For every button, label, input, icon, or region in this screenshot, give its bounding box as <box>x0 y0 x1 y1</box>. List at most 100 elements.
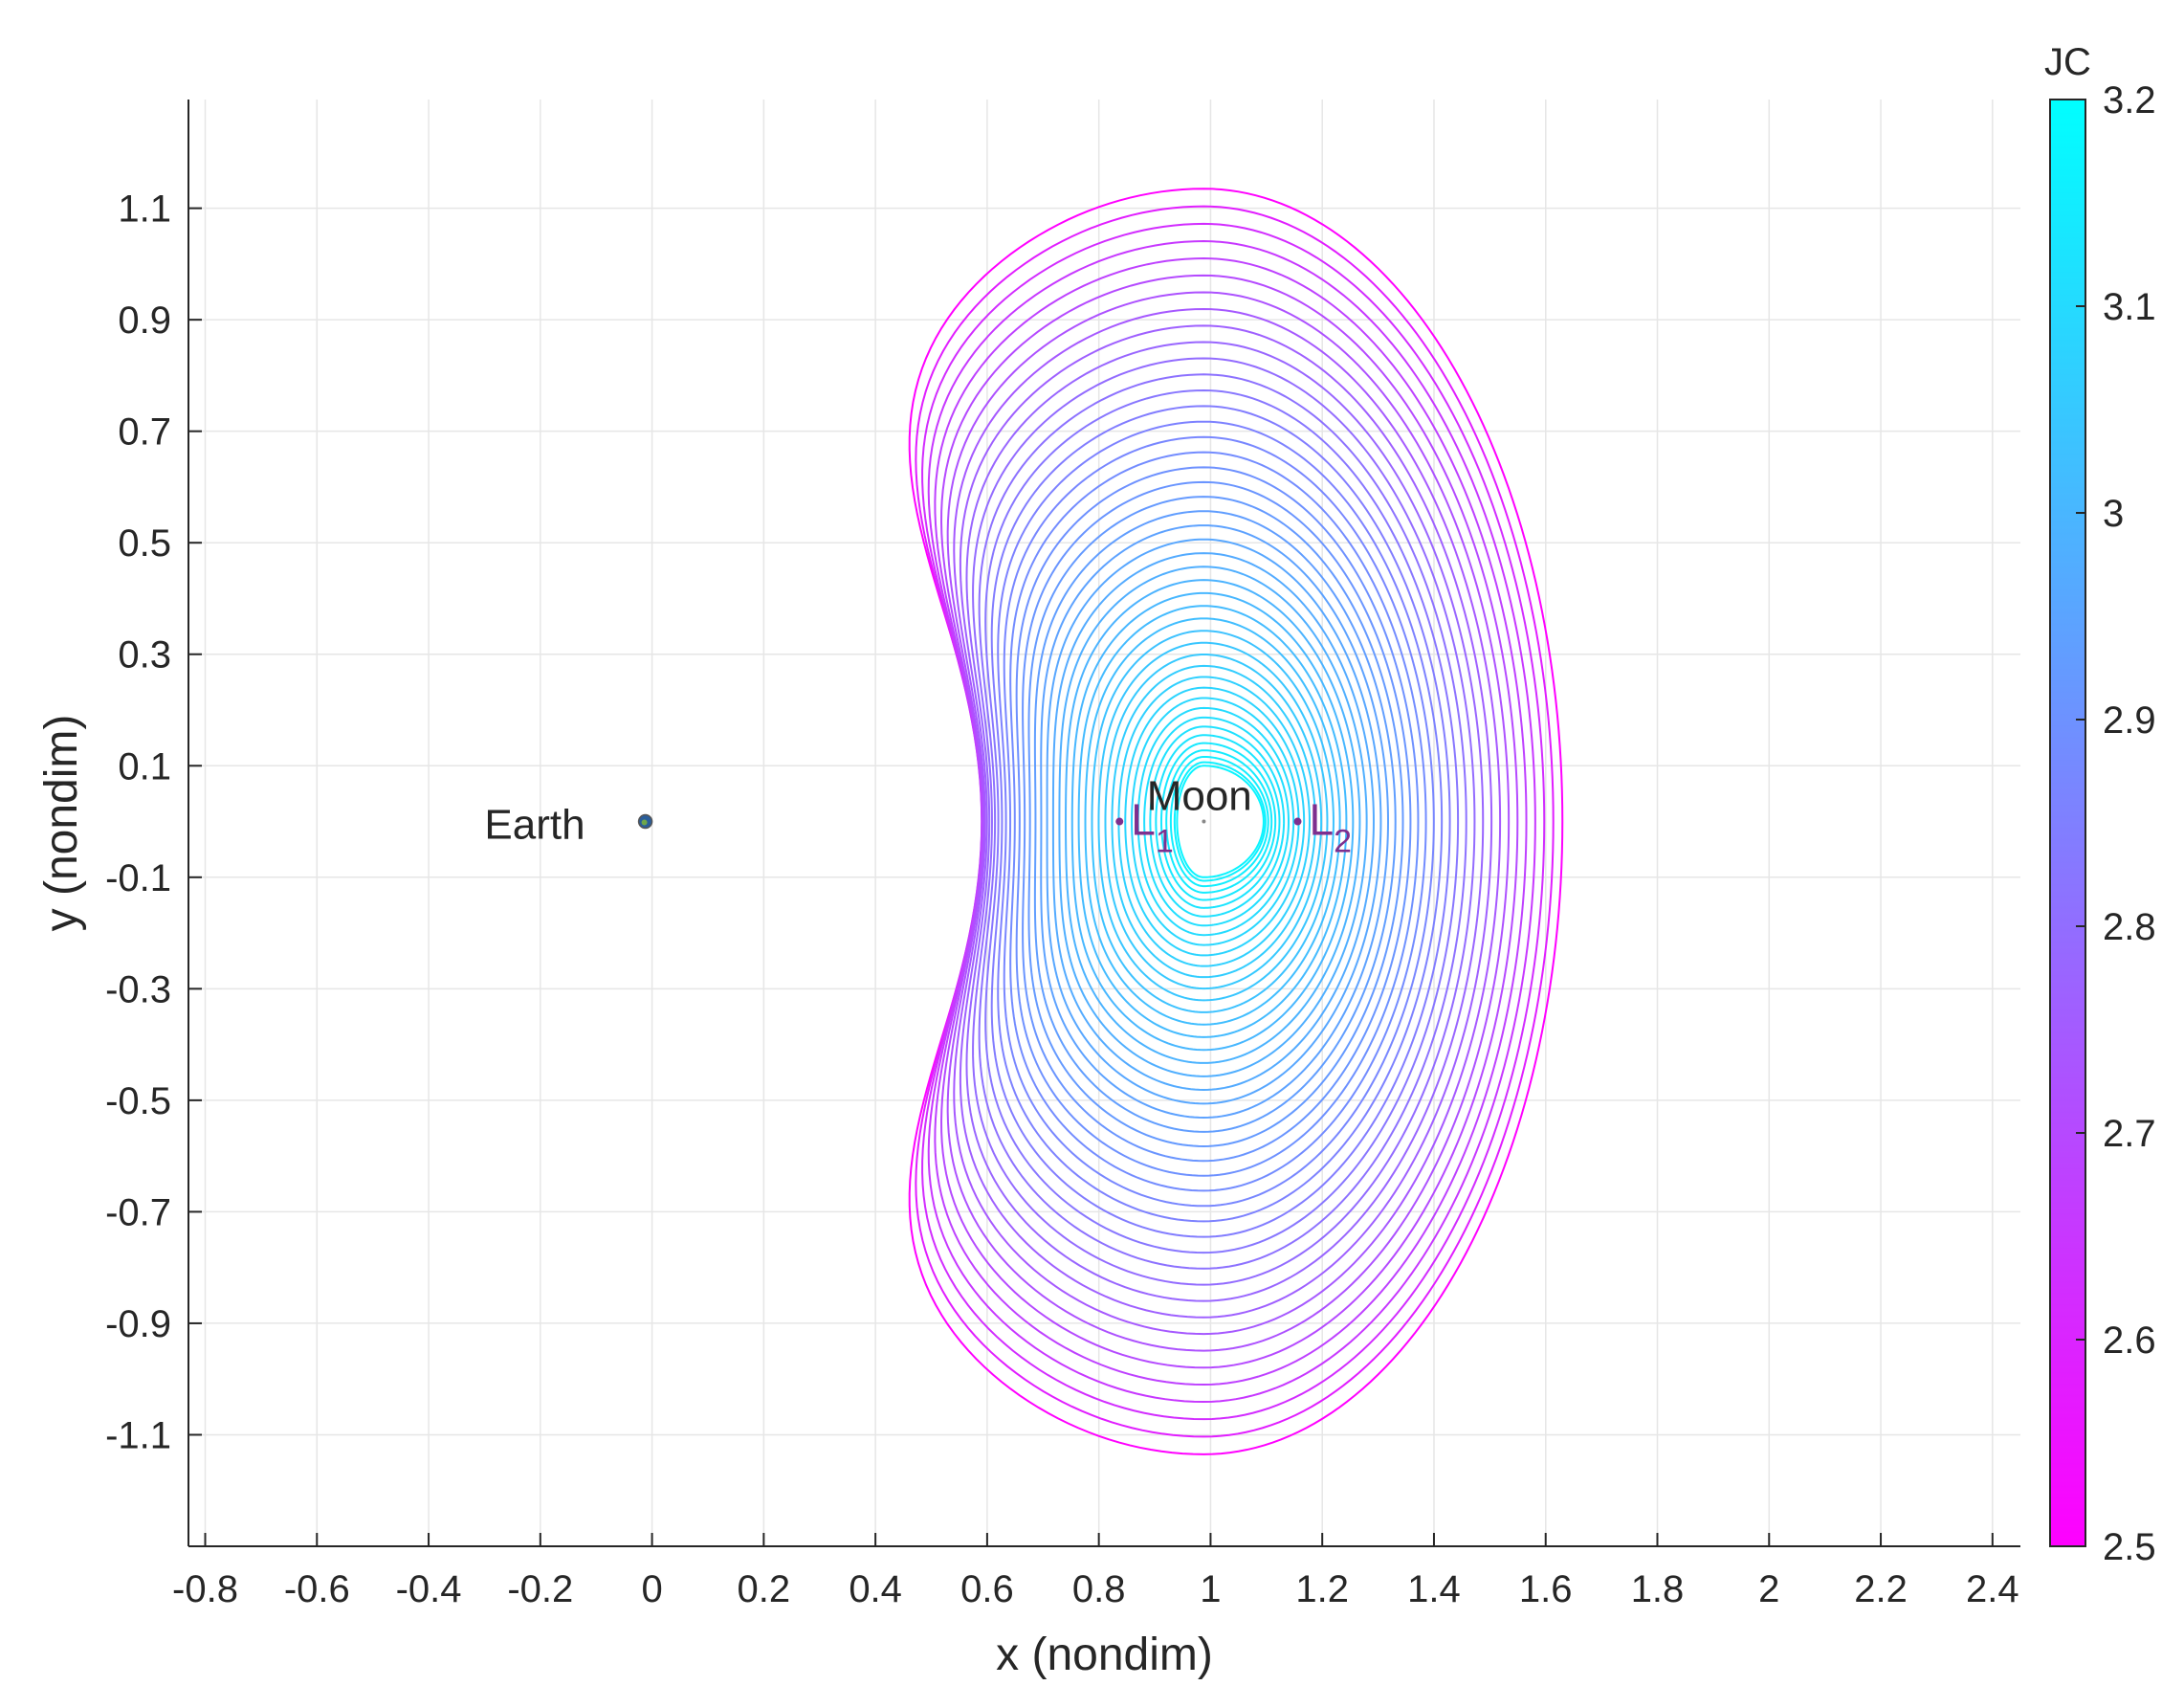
x-tick-label: 1 <box>1200 1568 1221 1610</box>
contour-line <box>1084 617 1341 1026</box>
x-tick-label: 0.8 <box>1072 1568 1126 1610</box>
y-axis-label: y (nondim) <box>36 715 87 932</box>
moon-icon <box>1202 819 1206 824</box>
moon-label: Moon <box>1147 772 1252 819</box>
colorbar-tick-label: 3.2 <box>2103 79 2156 122</box>
x-tick-label: 0.6 <box>960 1568 1014 1610</box>
contour-line <box>953 308 1502 1336</box>
y-tick-label: 1.1 <box>118 189 171 231</box>
contour-line <box>990 405 1451 1238</box>
x-tick-label: 0 <box>641 1568 662 1610</box>
colorbar-tick-label: 2.6 <box>2103 1320 2156 1362</box>
y-tick-label: -0.9 <box>105 1303 171 1345</box>
colorbar-label: JC <box>2044 41 2091 83</box>
contour-line <box>940 274 1519 1369</box>
x-tick-label: 1.4 <box>1407 1568 1461 1610</box>
contour-line <box>1143 716 1291 927</box>
contour-line <box>1033 510 1397 1133</box>
contour-line <box>1091 630 1335 1013</box>
colorbar-tick-label: 3 <box>2103 493 2124 535</box>
contour-line <box>1077 605 1348 1038</box>
x-tick-label: 0.4 <box>849 1568 902 1610</box>
colorbar-tick-label: 3.1 <box>2103 286 2156 328</box>
contour-line <box>1176 765 1265 878</box>
contour-line <box>1065 579 1361 1064</box>
y-tick-label: -0.3 <box>105 968 171 1010</box>
contour-line <box>1111 664 1316 979</box>
contour-line <box>1022 480 1412 1163</box>
x-tick-label: -0.2 <box>507 1568 573 1610</box>
contour-line <box>965 341 1485 1302</box>
contour-line <box>1159 742 1277 901</box>
contour-line <box>1136 706 1295 937</box>
earth-label: Earth <box>484 801 585 848</box>
x-tick-label: 1.2 <box>1295 1568 1349 1610</box>
y-tick-label: 0.7 <box>118 411 171 454</box>
contour-line <box>1169 755 1269 888</box>
y-tick-label: 0.5 <box>118 522 171 565</box>
contour-line <box>1104 653 1323 990</box>
l1-point <box>1115 817 1124 826</box>
contour-line <box>946 291 1511 1352</box>
contour-line <box>997 420 1444 1223</box>
contour-line <box>1027 496 1404 1147</box>
l2-point <box>1293 817 1302 826</box>
x-tick-label: 1.8 <box>1631 1568 1685 1610</box>
contour-line <box>1124 686 1306 957</box>
annotations-layer: Earth Moon L1 L2 <box>484 772 1352 859</box>
y-tick-label: -1.1 <box>105 1414 171 1456</box>
x-tick-label: -0.4 <box>396 1568 462 1610</box>
contour-line <box>934 257 1528 1386</box>
contour-line <box>1165 749 1273 894</box>
l2-label: L2 <box>1310 795 1353 860</box>
grid-lines <box>188 100 2020 1546</box>
x-tick-label: 2.4 <box>1966 1568 2019 1610</box>
colorbar-gradient <box>2049 99 2086 1547</box>
contour-line <box>984 388 1460 1254</box>
l1-label: L1 <box>1131 795 1174 860</box>
contour-line <box>972 357 1476 1286</box>
x-axis-label: x (nondim) <box>996 1630 1213 1680</box>
contour-line <box>1046 538 1382 1105</box>
axes-layer: -0.8 -0.6 -0.4 -0.2 0 0.2 0.4 0.6 0.8 1 1.2 1.4 1.6 1… <box>105 100 2020 1610</box>
y-tick-label: -0.7 <box>105 1191 171 1233</box>
colorbar-tick-label: 2.5 <box>2103 1526 2156 1568</box>
colorbar-tick-label: 2.7 <box>2103 1113 2156 1155</box>
x-tick-label: -0.8 <box>172 1568 238 1610</box>
l1-label-subscript: 1 <box>1156 824 1174 860</box>
contour-line <box>1173 761 1267 882</box>
contour-line <box>1131 697 1300 946</box>
contour-line <box>1070 591 1355 1052</box>
l2-label-subscript: 2 <box>1334 824 1352 860</box>
l2-label-name: L <box>1310 795 1335 845</box>
contour-line <box>1149 725 1286 918</box>
y-tick-label: 0.9 <box>118 299 171 342</box>
contour-line <box>978 373 1467 1270</box>
contour-line <box>959 324 1493 1319</box>
x-tick-label: 0.2 <box>738 1568 791 1610</box>
y-tick-label: 0.3 <box>118 634 171 677</box>
earth-land-icon <box>641 819 648 826</box>
contour-lines <box>908 188 1564 1455</box>
contour-line <box>1051 552 1375 1091</box>
y-tick-label: -0.1 <box>105 857 171 899</box>
contour-line <box>1003 435 1435 1208</box>
x-tick-label: 2.2 <box>1854 1568 1908 1610</box>
contour-line <box>1040 524 1390 1120</box>
x-tick-label: -0.6 <box>284 1568 350 1610</box>
colorbar-tick-label: 2.8 <box>2103 906 2156 948</box>
x-tick-label: 1.6 <box>1519 1568 1573 1610</box>
contour-line <box>1015 466 1420 1177</box>
y-tick-label: 0.1 <box>118 745 171 787</box>
x-tick-label: 2 <box>1758 1568 1779 1610</box>
contour-line <box>1097 641 1329 1002</box>
colorbar-tick-label: 2.9 <box>2103 699 2156 742</box>
y-tick-label: -0.5 <box>105 1080 171 1122</box>
contour-line <box>1058 566 1368 1077</box>
bodies-layer <box>637 813 1302 830</box>
contour-line <box>1009 451 1427 1192</box>
l1-label-name: L <box>1131 795 1156 845</box>
colorbar: 2.5 2.6 2.7 2.8 2.9 3 3.1 3.2 <box>2049 79 2156 1568</box>
contour-line <box>1155 734 1281 909</box>
